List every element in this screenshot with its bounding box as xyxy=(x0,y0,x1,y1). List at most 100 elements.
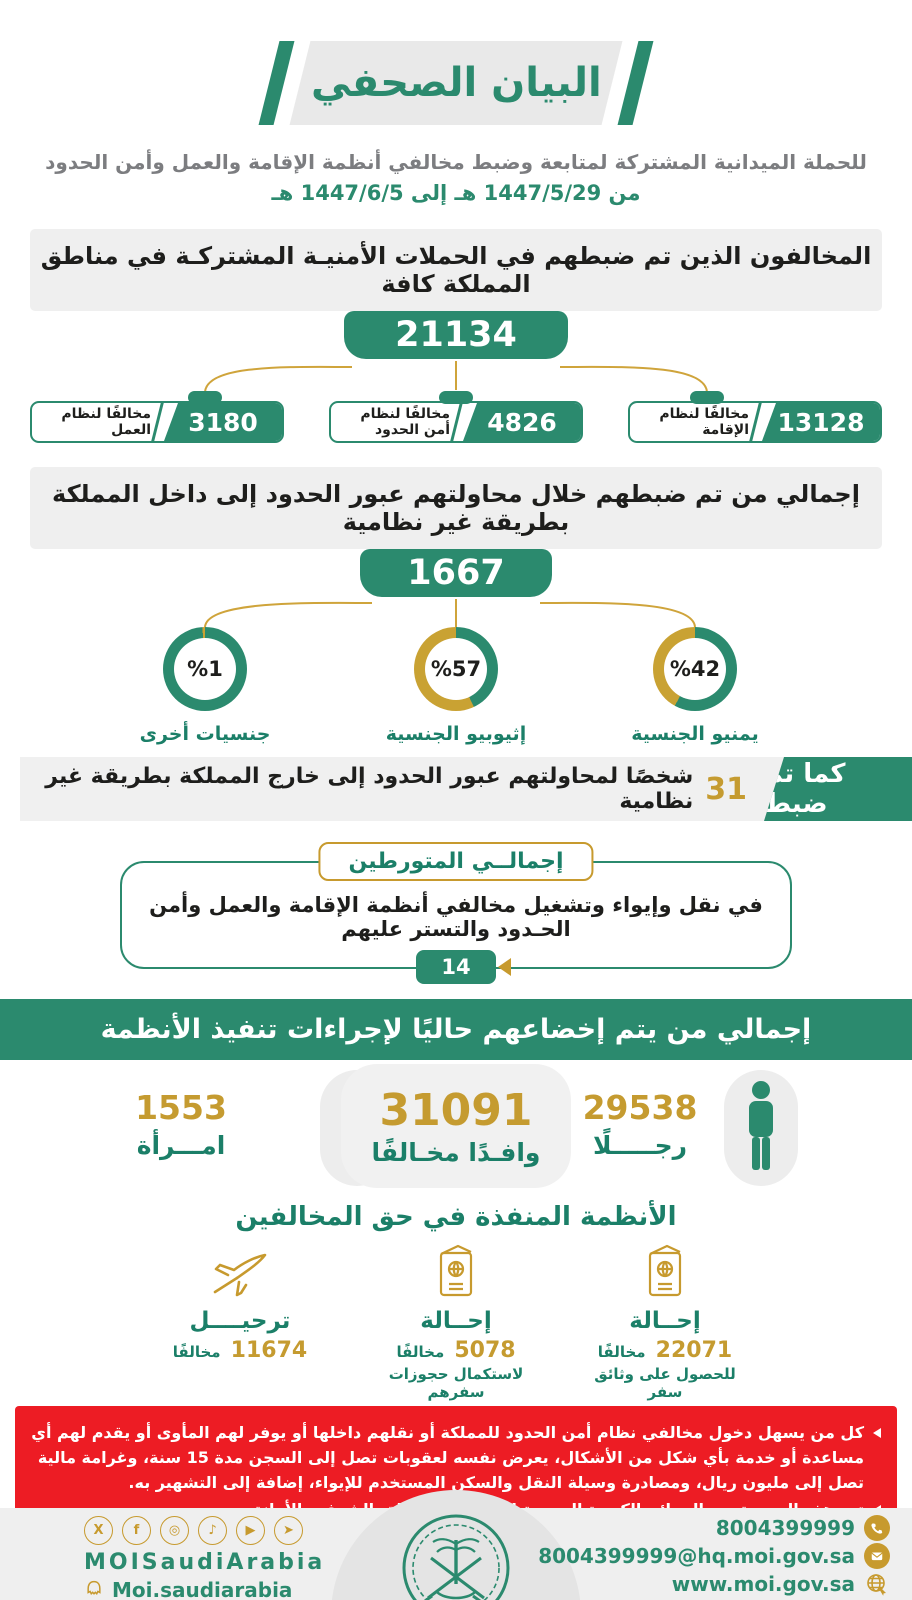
deportation-column: ترحيــــل 11674 مخالفًا xyxy=(155,1242,325,1363)
decorative-slash-icon xyxy=(258,41,295,125)
system-value-row: 5078 مخالفًا xyxy=(371,1338,541,1363)
outside-crossing-banner: 31 شخصًا لمحاولتهم عبور الحدود إلى خارج … xyxy=(20,757,912,821)
donut-label: إثيوبيو الجنسية xyxy=(385,723,527,745)
donut-label: جنسيات أخرى xyxy=(139,723,271,745)
section-heading-inside-crossing: إجمالي من تم ضبطهم خلال محاولتهم عبور ال… xyxy=(30,467,882,549)
system-title: إحــالة xyxy=(420,1308,492,1334)
instagram-icon[interactable]: ◎ xyxy=(160,1516,189,1545)
category-row: مخالفًا لنظام العمل 3180 مخالفًا لنظام أ… xyxy=(0,401,912,443)
email-row[interactable]: 8004399999@hq.moi.gov.sa xyxy=(538,1542,890,1570)
system-value-row: 11674 مخالفًا xyxy=(155,1338,325,1363)
social-block: X f ◎ ♪ ▶ ➤ MOISaudiArabia Moi.saudiarab… xyxy=(84,1516,325,1600)
phone-row[interactable]: 8004399999 xyxy=(538,1514,890,1542)
campaign-date-range: من 1447/5/29 هـ إلى 1447/6/5 هـ xyxy=(271,181,641,205)
total-expat-violators: 31091 وافـدًا مخـالفًا xyxy=(341,1064,571,1188)
category-label: مخالفًا لنظام العمل xyxy=(61,406,151,438)
globe-icon xyxy=(864,1571,890,1597)
telegram-icon[interactable]: ➤ xyxy=(274,1516,303,1545)
connector-pill xyxy=(188,391,222,404)
footer: X f ◎ ♪ ▶ ➤ MOISaudiArabia Moi.saudiarab… xyxy=(0,1490,912,1600)
facebook-icon[interactable]: f xyxy=(122,1516,151,1545)
social-icons-row: X f ◎ ♪ ▶ ➤ xyxy=(84,1516,325,1545)
website-row[interactable]: www.moi.gov.sa xyxy=(538,1570,890,1598)
system-unit: مخالفًا xyxy=(597,1343,646,1361)
x-icon[interactable]: X xyxy=(84,1516,113,1545)
donut-percentage: %57 xyxy=(430,657,482,681)
text: شخصًا لمحاولتهم عبور الحدود إلى xyxy=(319,764,694,789)
systems-heading: الأنظمة المنفذة في حق المخالفين xyxy=(235,1202,677,1232)
systems-columns: ترحيــــل 11674 مخالفًا إحــالة 5078 مخا… xyxy=(0,1242,912,1401)
nationality-donuts: %1 جنسيات أخرى %57 إثيوبيو الجنسية %42 ي… xyxy=(0,597,912,747)
email-address[interactable]: 8004399999@hq.moi.gov.sa xyxy=(538,1544,855,1568)
connector-lines xyxy=(204,599,696,628)
man-figure-icon xyxy=(749,1081,773,1170)
heading-bold-text: داخل المملكة xyxy=(52,480,208,508)
donut-percentage: %1 xyxy=(187,657,223,681)
title-parallelogram: البيان الصحفي xyxy=(289,41,623,125)
contact-block: 8004399999 8004399999@hq.moi.gov.sa www.… xyxy=(538,1514,890,1598)
phone-icon xyxy=(864,1515,890,1541)
men-label: رجـــــلًا xyxy=(592,1131,688,1160)
section-heading-total-caught: المخالفون الذين تم ضبطهم في الحملات الأم… xyxy=(30,229,882,311)
system-value: 11674 xyxy=(230,1338,308,1363)
donut-chart: %1 xyxy=(163,627,247,711)
heading-text: بطريقة غير نظامية xyxy=(342,508,570,536)
bold-text: خارج المملكة xyxy=(179,764,320,789)
involved-count: 14 xyxy=(416,950,511,984)
connector-pill xyxy=(690,391,724,404)
phone-number[interactable]: 8004399999 xyxy=(715,1516,855,1540)
category-value: 3180 xyxy=(164,403,282,441)
category-border-violators: مخالفًا لنظام أمن الحدود 4826 xyxy=(329,401,583,443)
referral-documents-column: إحــالة 22071 مخالفًا للحصول على وثائق س… xyxy=(580,1242,750,1401)
donut-label: يمنيو الجنسية xyxy=(631,723,759,745)
enforcement-banner: إجمالي من يتم إخضاعهم حاليًا لإجراءات تن… xyxy=(0,999,912,1060)
involved-title: إجمالــي المتورطين xyxy=(318,842,594,881)
donut-chart: %42 xyxy=(653,627,737,711)
airplane-icon xyxy=(155,1242,325,1300)
men-stat: 29538 رجـــــلًا xyxy=(560,1088,720,1160)
involved-body: في نقل وإيواء وتشغيل مخالفي أنظمة الإقام… xyxy=(149,893,763,941)
system-subtext: لاستكمال حجوزات سفرهم xyxy=(388,1365,524,1401)
inside-crossing-total: 1667 xyxy=(360,549,552,597)
slash-divider-icon xyxy=(749,403,762,441)
total-expat-label: وافـدًا مخـالفًا xyxy=(371,1138,541,1167)
gold-arrow-icon xyxy=(498,958,511,976)
also-caught-tag: كما تم ضبط xyxy=(764,757,912,821)
system-title: ترحيــــل xyxy=(189,1308,291,1334)
referral-bookings-column: إحــالة 5078 مخالفًا لاستكمال حجوزات سفر… xyxy=(371,1242,541,1401)
youtube-icon[interactable]: ▶ xyxy=(236,1516,265,1545)
system-unit: مخالفًا xyxy=(396,1343,445,1361)
warning-bullet: كل من يسهل دخول مخالفي نظام أمن الحدود ل… xyxy=(31,1420,881,1495)
snapchat-icon xyxy=(87,1580,101,1596)
outside-crossing-bar: 31 شخصًا لمحاولتهم عبور الحدود إلى خارج … xyxy=(20,757,912,821)
enforcement-stats: 1553 امـــرأة 31091 وافـدًا مخـالفًا 295… xyxy=(0,1064,912,1194)
passport-icon xyxy=(580,1242,750,1300)
campaign-subtitle: للحملة الميدانية المشتركة لمتابعة وضبط م… xyxy=(45,150,867,174)
category-residency-violators: مخالفًا لنظام الإقامة 13128 xyxy=(628,401,882,443)
tiktok-icon[interactable]: ♪ xyxy=(198,1516,227,1545)
snapchat-handle[interactable]: Moi.saudiarabia xyxy=(112,1578,293,1600)
website-url[interactable]: www.moi.gov.sa xyxy=(671,1572,855,1596)
system-value: 22071 xyxy=(655,1338,733,1363)
heading-text: إجمالي من تم ضبطهم خلال محاولتهم عبور ال… xyxy=(207,480,860,508)
mail-icon xyxy=(864,1543,890,1569)
donut-chart: %57 xyxy=(414,627,498,711)
moi-emblem-icon xyxy=(397,1506,515,1600)
system-unit: مخالفًا xyxy=(172,1343,221,1361)
category-labor-violators: مخالفًا لنظام العمل 3180 xyxy=(30,401,284,443)
category-label: مخالفًا لنظام أمن الحدود xyxy=(360,406,450,438)
women-stat: 1553 امـــرأة xyxy=(96,1088,266,1160)
text: بطريقة غير نظامية xyxy=(45,764,694,814)
category-label: مخالفًا لنظام الإقامة xyxy=(659,406,749,438)
outside-crossing-text: شخصًا لمحاولتهم عبور الحدود إلى خارج الم… xyxy=(20,764,693,814)
snapchat-row[interactable]: Moi.saudiarabia xyxy=(84,1578,325,1600)
system-subtext: للحصول على وثائق سفر xyxy=(594,1365,736,1401)
system-value-row: 22071 مخالفًا xyxy=(580,1338,750,1363)
category-value: 13128 xyxy=(762,403,880,441)
social-handle[interactable]: MOISaudiArabia xyxy=(84,1550,326,1575)
donut-other-nationalities: %1 جنسيات أخرى xyxy=(130,627,280,745)
connector-pill xyxy=(439,391,473,404)
connector-zone-1 xyxy=(0,359,912,405)
donut-percentage: %42 xyxy=(669,657,721,681)
page-title: البيان الصحفي xyxy=(310,60,602,106)
